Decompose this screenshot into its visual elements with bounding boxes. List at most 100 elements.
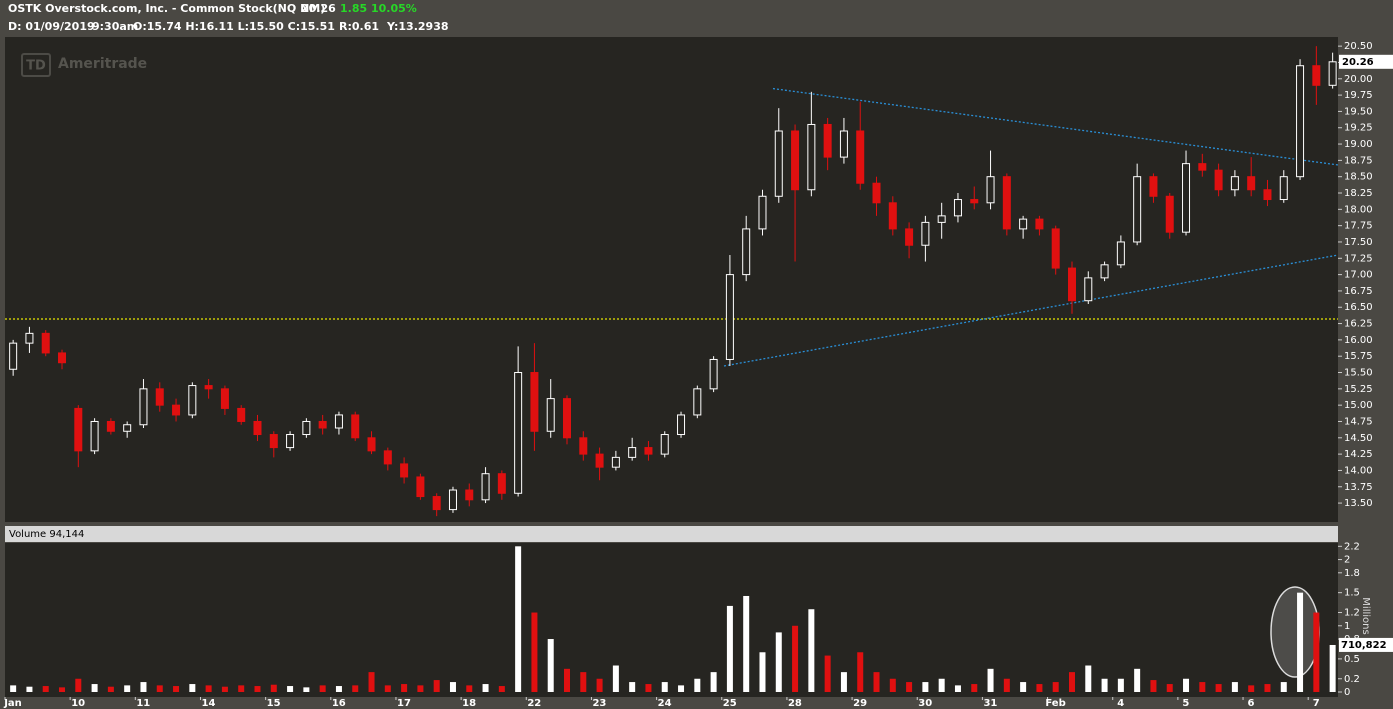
candle-body [742, 228, 751, 276]
volume-bar [971, 684, 978, 692]
candle-body [334, 414, 343, 429]
volume-bar [319, 685, 326, 692]
candle-body [1198, 163, 1207, 171]
volume-bar [1199, 682, 1206, 692]
x-tick-label: 17 [397, 698, 411, 709]
x-tick-label: 4 [1117, 698, 1124, 709]
volume-bar [629, 682, 636, 692]
candle-body [563, 398, 572, 439]
candle-body [644, 447, 653, 455]
candle-body [204, 385, 213, 390]
change: 1.85 [340, 2, 367, 15]
candle-body [1279, 176, 1288, 201]
candle-body [611, 456, 620, 468]
volume-bar [368, 672, 375, 692]
volume-bar [1248, 685, 1255, 692]
volume-bar [1134, 668, 1141, 692]
volume-bar [189, 684, 196, 692]
volume-bar [433, 680, 440, 692]
candle-body [1133, 176, 1142, 243]
candle-body [1328, 61, 1337, 86]
candle-body [514, 372, 523, 494]
volume-bar [26, 686, 33, 692]
volume-bar [303, 687, 310, 692]
candle-body [220, 388, 229, 409]
y-tick-label: 20.50 [1344, 41, 1373, 52]
last: 20.26 [301, 2, 336, 15]
x-tick-label: Jan [3, 698, 22, 709]
volume-bar [205, 685, 212, 692]
candle-body [106, 420, 115, 432]
candle-body [970, 199, 979, 204]
x-tick-label: 29 [853, 698, 867, 709]
volume-bar [661, 682, 668, 692]
volume-bar [840, 672, 847, 692]
candle-body [58, 352, 67, 364]
volume-bar [954, 685, 961, 692]
candle-body [758, 195, 767, 230]
x-tick-label: 30 [918, 698, 932, 709]
trendline [772, 87, 1339, 166]
y-tick-label: 19.50 [1344, 106, 1373, 117]
y2-tick-label: 1 [1344, 621, 1350, 632]
candle-body [1035, 218, 1044, 230]
candle-body [465, 489, 474, 501]
volume-bar [515, 546, 522, 692]
volume-bar [384, 685, 391, 692]
y2-tick-label: 1.8 [1344, 568, 1360, 579]
volume-bar [1020, 682, 1027, 692]
candle-body [1263, 189, 1272, 201]
candle-body [1165, 195, 1174, 233]
volume-bar [1101, 678, 1108, 692]
candle-body [1116, 241, 1125, 266]
y2-tick-label: 1.5 [1344, 588, 1360, 599]
x-tick-label: 22 [527, 698, 541, 709]
y-tick-label: 19.25 [1344, 123, 1373, 134]
x-tick-label: 16 [332, 698, 346, 709]
x-tick-label: 25 [723, 698, 737, 709]
volume-bar [10, 685, 17, 692]
volume-header [5, 526, 1338, 542]
volume-bar [1183, 678, 1190, 692]
y-tick-label: 16.75 [1344, 286, 1373, 297]
price-pane [5, 37, 1338, 522]
candle-body [595, 453, 604, 468]
candle-body [856, 130, 865, 184]
volume-bar [173, 686, 180, 692]
y-tick-label: 20.00 [1344, 74, 1373, 85]
candle-body [1296, 65, 1305, 178]
candle-body [269, 434, 278, 449]
candle-body [318, 420, 327, 429]
volume-bar [1117, 678, 1124, 692]
y-tick-label: 14.00 [1344, 465, 1373, 476]
y2-tick-label: 1.2 [1344, 608, 1360, 619]
y-tick-label: 19.00 [1344, 139, 1373, 150]
candle-body [1051, 228, 1060, 269]
candle-body [725, 274, 734, 360]
volume-bar [1215, 684, 1222, 692]
candle-body [921, 221, 930, 246]
volume-bar [1068, 672, 1075, 692]
candle-body [839, 130, 848, 158]
candle-body [41, 332, 50, 354]
y-tick-label: 14.25 [1344, 449, 1373, 460]
candle-body [1084, 277, 1093, 302]
volume-bar [694, 678, 701, 692]
candle-body [172, 404, 181, 416]
candle-body [693, 388, 702, 416]
candle-body [1100, 264, 1109, 279]
candle-body [1312, 65, 1321, 86]
volume-bar [482, 684, 489, 692]
y-tick-label: 16.25 [1344, 319, 1373, 330]
candle-body [546, 398, 555, 432]
candle-body [1214, 169, 1223, 191]
x-tick-label: 28 [788, 698, 802, 709]
candle-body [286, 434, 295, 449]
volume-bar [710, 672, 717, 692]
volume-bar [792, 625, 799, 692]
x-tick-label: 31 [983, 698, 997, 709]
candle-body [888, 202, 897, 230]
y-tick-label: 18.00 [1344, 204, 1373, 215]
volume-bar [743, 595, 750, 692]
volume-bar [987, 668, 994, 692]
